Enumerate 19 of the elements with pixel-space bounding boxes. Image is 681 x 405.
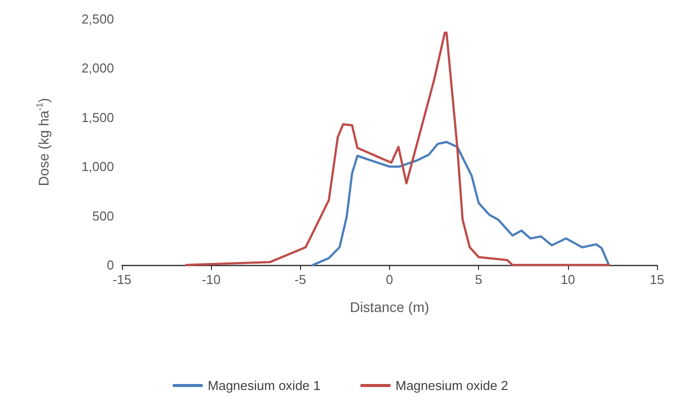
y-axis-title: Dose (kg ha-1) (34, 98, 52, 186)
y-tick-label: 2,500 (81, 12, 114, 26)
x-axis-title: Distance (m) (350, 299, 430, 315)
line-series (312, 140, 610, 266)
legend-label: Magnesium oxide 2 (396, 378, 508, 393)
x-tick-label: 5 (475, 272, 482, 287)
x-tick-label: 0 (386, 272, 394, 287)
x-tick-label: -5 (294, 272, 306, 287)
y-tick-label: 0 (106, 258, 114, 272)
x-tick-label: -10 (202, 272, 221, 287)
line-series (185, 32, 610, 266)
y-tick-label: 1,000 (81, 159, 114, 174)
legend-label: Magnesium oxide 1 (208, 378, 321, 393)
y-tick-label: 500 (92, 208, 114, 224)
y-tick-label: 1,500 (81, 110, 114, 125)
x-tick-label: 15 (650, 272, 664, 287)
y-tick-label: 2,000 (81, 60, 114, 76)
x-tick-label: 10 (560, 272, 576, 287)
x-tick-label: -15 (112, 272, 132, 287)
